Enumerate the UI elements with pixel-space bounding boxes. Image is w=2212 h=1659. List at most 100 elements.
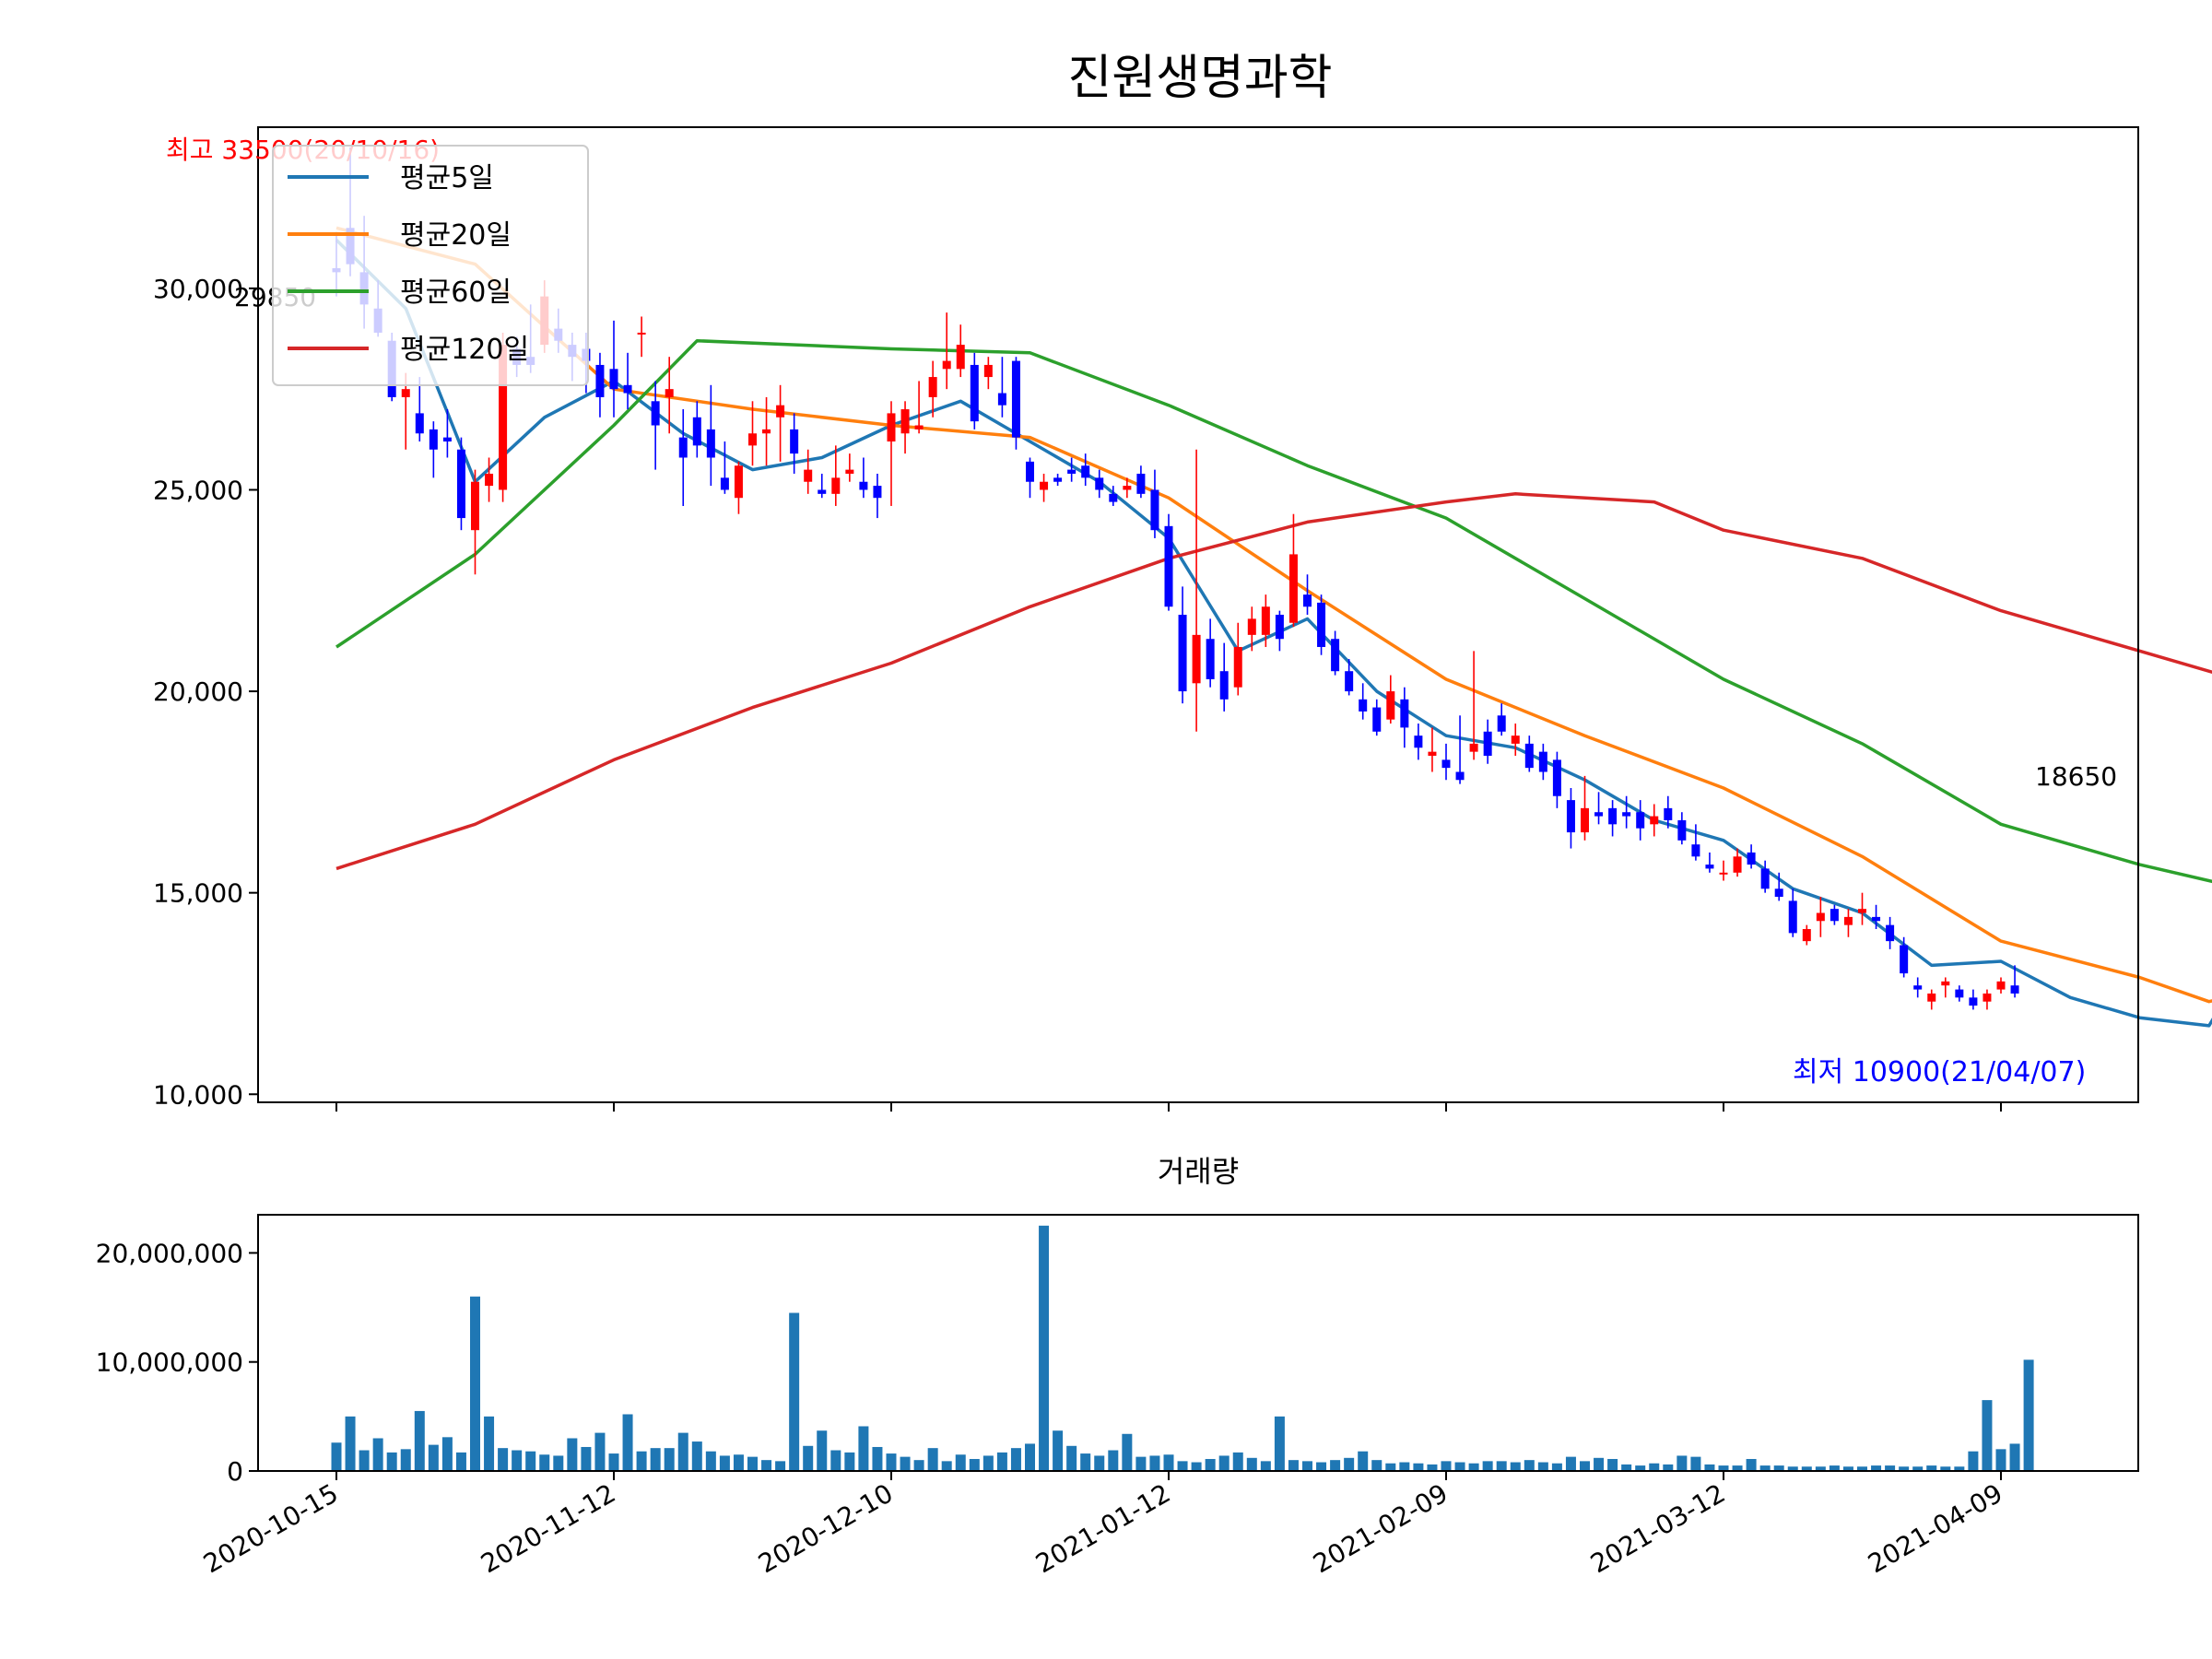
candle-body [818,489,827,494]
candle-body [1747,852,1756,865]
candle [776,384,785,462]
volume-bar [1982,1400,1993,1471]
candle-body [1996,981,2006,990]
candle [1650,804,1659,837]
candle [873,473,882,519]
candle-body [1233,646,1242,688]
candle [456,437,465,531]
volume-bar [1607,1458,1618,1471]
candle-body [1192,634,1201,684]
candle [1164,513,1173,611]
candle [997,357,1006,418]
volume-bar [441,1437,453,1471]
candle-body [1719,872,1728,875]
candle-body [1150,489,1159,531]
volume-bar [386,1452,397,1471]
candle [1400,687,1409,748]
volume-bar [1801,1466,1812,1471]
price-y-tick-label: 25,000 [153,475,243,505]
volume-bar [553,1455,564,1471]
candle [1414,724,1423,760]
candle [1206,618,1215,688]
candle-body [1247,618,1256,635]
candle-body [1164,525,1173,607]
candle [623,352,632,410]
volume-bar [636,1451,647,1471]
volume-plot-frame [257,1214,2139,1472]
volume-bar [470,1296,480,1471]
candle [748,401,757,466]
volume-bar [1496,1461,1507,1471]
volume-bar [996,1452,1007,1471]
candle [1941,977,1950,998]
volume-bar [1191,1462,1202,1471]
candle-body [1983,993,1992,1002]
ma-line-0 [335,239,2212,1028]
candle [1386,675,1395,724]
candle-body [1733,856,1742,873]
candle [1275,610,1284,652]
candle [928,360,937,418]
volume-bar [1635,1465,1646,1471]
volume-bar [1288,1460,1299,1471]
candle [1455,715,1465,784]
volume-bar [512,1450,523,1471]
candle [845,453,854,482]
candle [1886,916,1895,949]
candle-body [595,364,605,397]
candle-body [401,389,410,397]
candle-body [499,345,508,490]
candle [1095,469,1104,499]
candle [1622,795,1631,829]
candle [1040,473,1049,502]
volume-title: 거래량 [1158,1154,1239,1189]
volume-y-tick-label: 20,000,000 [96,1238,243,1268]
candle-body [873,486,882,499]
volume-bar [1025,1443,1035,1471]
volume-bar [886,1453,897,1471]
candle [942,312,951,390]
volume-bar [691,1441,702,1471]
legend-label-ma20: 평균20일 [400,219,512,252]
candle [651,381,660,470]
volume-bar [1926,1465,1937,1471]
volume-bar [1066,1445,1077,1471]
candle [1317,594,1326,655]
volume-bar [1385,1463,1396,1471]
volume-bar [733,1454,744,1471]
candle [1053,473,1063,487]
candle [1288,513,1298,628]
candle [1955,985,1964,1002]
candle-body [1081,465,1090,478]
legend: 평균5일 평균20일 평균60일 평균120일 [272,145,589,386]
volume-bar [1968,1451,1979,1471]
volume-bar [1759,1465,1771,1471]
candle-body [1664,807,1673,820]
low-price-annotation: 최저 10900(21/04/07) [1793,1056,2086,1088]
candle-body [914,425,924,429]
ma-line-3 [335,492,2212,871]
candle [1608,800,1618,837]
candle-body [900,409,910,434]
candle-body [1858,909,1866,913]
candle-body [665,389,674,397]
candle-body [1136,473,1146,494]
candle [442,409,452,458]
volume-bar [858,1426,869,1471]
candle-body [983,364,993,378]
candle [1900,936,1909,978]
volume-bar [331,1442,342,1471]
candle [1552,751,1561,808]
candle-body [1400,699,1409,728]
candle [956,324,965,378]
candle [1691,824,1700,861]
candle [1996,977,2006,994]
volume-bar [1094,1455,1105,1471]
candle-body [1386,691,1395,720]
volume-bar [1177,1461,1188,1471]
volume-bar [747,1456,758,1471]
volume-bar [1594,1457,1605,1471]
candle [1109,486,1118,506]
candle-body [2010,985,2019,994]
